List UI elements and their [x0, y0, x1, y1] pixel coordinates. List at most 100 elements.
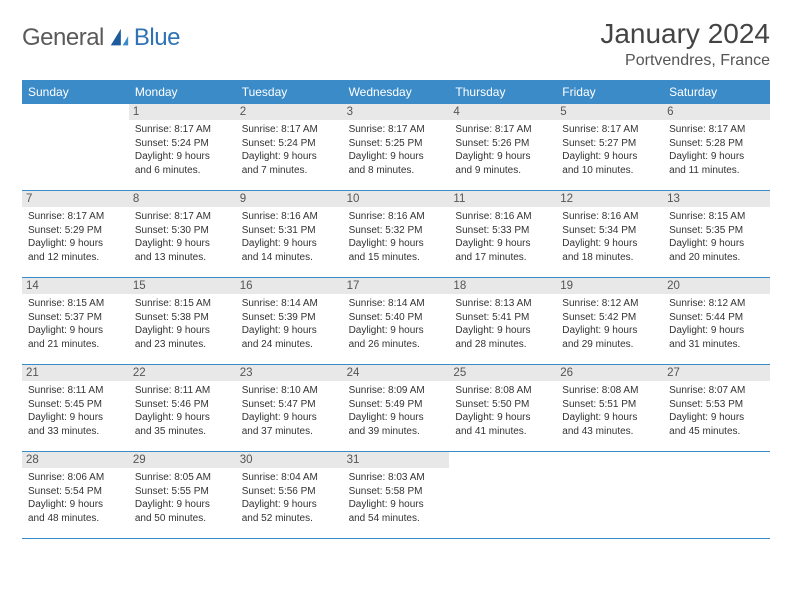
day-number: 16 [236, 278, 343, 294]
cell-line-d1: Daylight: 9 hours [242, 150, 337, 164]
cell-line-sunrise: Sunrise: 8:11 AM [135, 384, 230, 398]
cell-line-d2: and 14 minutes. [242, 251, 337, 265]
day-number: 29 [129, 452, 236, 468]
cell-line-d2: and 11 minutes. [669, 164, 764, 178]
week-row: 1 Sunrise: 8:17 AM Sunset: 5:24 PM Daylight… [22, 104, 770, 191]
calendar-cell: 4Sunrise: 8:17 AMSunset: 5:26 PMDaylight… [449, 104, 556, 190]
cell-line-sunrise: Sunrise: 8:08 AM [562, 384, 657, 398]
cell-line-d1: Daylight: 9 hours [669, 324, 764, 338]
cell-line-sunset: Sunset: 5:44 PM [669, 311, 764, 325]
day-label: Wednesday [343, 80, 450, 104]
day-number: 14 [22, 278, 129, 294]
cell-line-d2: and 35 minutes. [135, 425, 230, 439]
day-number: 30 [236, 452, 343, 468]
logo: General Blue [22, 18, 180, 52]
header: General Blue January 2024 Portvendres, F… [22, 18, 770, 70]
week-row: 21Sunrise: 8:11 AMSunset: 5:45 PMDayligh… [22, 365, 770, 452]
cell-line-sunrise: Sunrise: 8:17 AM [455, 123, 550, 137]
cell-line-d1: Daylight: 9 hours [242, 237, 337, 251]
cell-line-sunset: Sunset: 5:53 PM [669, 398, 764, 412]
calendar-cell: 22Sunrise: 8:11 AMSunset: 5:46 PMDayligh… [129, 365, 236, 451]
cell-line-sunrise: Sunrise: 8:15 AM [669, 210, 764, 224]
cell-line-sunrise: Sunrise: 8:05 AM [135, 471, 230, 485]
day-number: 21 [22, 365, 129, 381]
cell-line-sunset: Sunset: 5:31 PM [242, 224, 337, 238]
cell-line-sunset: Sunset: 5:35 PM [669, 224, 764, 238]
week-row: 14Sunrise: 8:15 AMSunset: 5:37 PMDayligh… [22, 278, 770, 365]
calendar-cell: 11Sunrise: 8:16 AMSunset: 5:33 PMDayligh… [449, 191, 556, 277]
cell-line-sunset: Sunset: 5:33 PM [455, 224, 550, 238]
cell-line-sunset: Sunset: 5:58 PM [349, 485, 444, 499]
cell-line-d2: and 31 minutes. [669, 338, 764, 352]
cell-line-sunrise: Sunrise: 8:17 AM [669, 123, 764, 137]
day-label: Sunday [22, 80, 129, 104]
cell-line-sunrise: Sunrise: 8:08 AM [455, 384, 550, 398]
cell-line-d1: Daylight: 9 hours [349, 237, 444, 251]
calendar-cell: 20Sunrise: 8:12 AMSunset: 5:44 PMDayligh… [663, 278, 770, 364]
calendar-cell [449, 452, 556, 538]
cell-line-sunrise: Sunrise: 8:09 AM [349, 384, 444, 398]
cell-line-sunrise: Sunrise: 8:17 AM [242, 123, 337, 137]
cell-line-d1: Daylight: 9 hours [242, 498, 337, 512]
cell-line-sunrise: Sunrise: 8:16 AM [242, 210, 337, 224]
cell-line-d2: and 20 minutes. [669, 251, 764, 265]
title-block: January 2024 Portvendres, France [600, 18, 770, 70]
cell-line-d1: Daylight: 9 hours [455, 411, 550, 425]
cell-line-d2: and 33 minutes. [28, 425, 123, 439]
day-number: 26 [556, 365, 663, 381]
day-number: 20 [663, 278, 770, 294]
cell-line-sunset: Sunset: 5:27 PM [562, 137, 657, 151]
cell-line-d2: and 50 minutes. [135, 512, 230, 526]
day-number: 2 [236, 104, 343, 120]
logo-sail-icon [108, 27, 130, 49]
calendar-cell [663, 452, 770, 538]
cell-line-d2: and 23 minutes. [135, 338, 230, 352]
calendar-cell: 24Sunrise: 8:09 AMSunset: 5:49 PMDayligh… [343, 365, 450, 451]
day-number: 28 [22, 452, 129, 468]
day-number: 1 [129, 104, 236, 120]
calendar-day-header: SundayMondayTuesdayWednesdayThursdayFrid… [22, 80, 770, 104]
cell-line-d1: Daylight: 9 hours [28, 324, 123, 338]
day-label: Thursday [449, 80, 556, 104]
calendar-cell: 27Sunrise: 8:07 AMSunset: 5:53 PMDayligh… [663, 365, 770, 451]
day-number: 24 [343, 365, 450, 381]
cell-line-sunset: Sunset: 5:39 PM [242, 311, 337, 325]
cell-line-sunrise: Sunrise: 8:07 AM [669, 384, 764, 398]
cell-line-d2: and 39 minutes. [349, 425, 444, 439]
cell-line-sunrise: Sunrise: 8:06 AM [28, 471, 123, 485]
cell-line-d2: and 41 minutes. [455, 425, 550, 439]
cell-line-sunset: Sunset: 5:55 PM [135, 485, 230, 499]
cell-line-d1: Daylight: 9 hours [349, 150, 444, 164]
calendar-cell: 16Sunrise: 8:14 AMSunset: 5:39 PMDayligh… [236, 278, 343, 364]
cell-line-sunrise: Sunrise: 8:17 AM [135, 210, 230, 224]
day-label: Tuesday [236, 80, 343, 104]
cell-line-d2: and 24 minutes. [242, 338, 337, 352]
cell-line-d1: Daylight: 9 hours [562, 150, 657, 164]
day-number: 31 [343, 452, 450, 468]
logo-word-blue: Blue [134, 24, 180, 52]
cell-line-d1: Daylight: 9 hours [242, 411, 337, 425]
calendar: SundayMondayTuesdayWednesdayThursdayFrid… [22, 80, 770, 539]
cell-line-sunrise: Sunrise: 8:16 AM [562, 210, 657, 224]
cell-line-d1: Daylight: 9 hours [28, 411, 123, 425]
day-number: 5 [556, 104, 663, 120]
cell-line-d1: Daylight: 9 hours [135, 237, 230, 251]
cell-line-d2: and 12 minutes. [28, 251, 123, 265]
calendar-cell: 15Sunrise: 8:15 AMSunset: 5:38 PMDayligh… [129, 278, 236, 364]
day-number: 25 [449, 365, 556, 381]
cell-line-sunset: Sunset: 5:24 PM [135, 137, 230, 151]
calendar-cell: 13Sunrise: 8:15 AMSunset: 5:35 PMDayligh… [663, 191, 770, 277]
cell-line-sunrise: Sunrise: 8:15 AM [28, 297, 123, 311]
cell-line-sunset: Sunset: 5:42 PM [562, 311, 657, 325]
cell-line-sunset: Sunset: 5:30 PM [135, 224, 230, 238]
day-number: 13 [663, 191, 770, 207]
cell-line-d1: Daylight: 9 hours [562, 237, 657, 251]
calendar-cell: 8Sunrise: 8:17 AMSunset: 5:30 PMDaylight… [129, 191, 236, 277]
cell-line-d2: and 18 minutes. [562, 251, 657, 265]
calendar-cell: 2Sunrise: 8:17 AMSunset: 5:24 PMDaylight… [236, 104, 343, 190]
calendar-cell: 25Sunrise: 8:08 AMSunset: 5:50 PMDayligh… [449, 365, 556, 451]
calendar-cell: 26Sunrise: 8:08 AMSunset: 5:51 PMDayligh… [556, 365, 663, 451]
cell-line-d1: Daylight: 9 hours [135, 411, 230, 425]
cell-line-sunrise: Sunrise: 8:14 AM [349, 297, 444, 311]
cell-line-d2: and 26 minutes. [349, 338, 444, 352]
